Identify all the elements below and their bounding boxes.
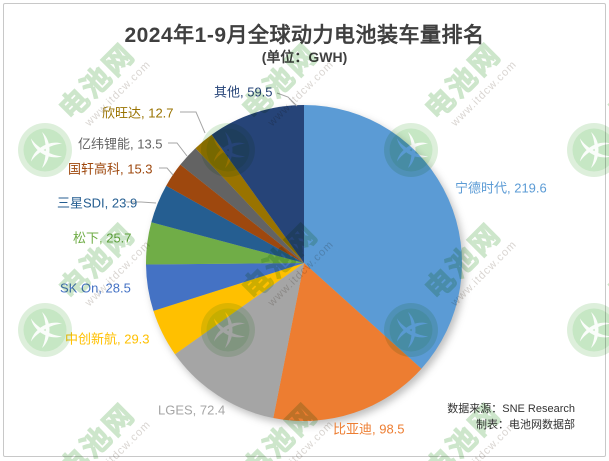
source-line-1: 数据来源：SNE Research	[447, 403, 575, 415]
pie-slice-label: SK On, 28.5	[60, 280, 131, 296]
leader-line	[159, 167, 174, 176]
leader-line	[276, 92, 298, 107]
pie-slice-label: LGES, 72.4	[158, 402, 226, 418]
pie-slice-label: 三星SDI, 23.9	[57, 195, 138, 211]
pie-slice-label: 中创新航, 29.3	[65, 331, 150, 347]
leader-line	[180, 111, 206, 134]
source-note: 数据来源：SNE Research 制表：电池网数据部	[447, 401, 575, 433]
pie-slice-label: 其他, 59.5	[214, 84, 273, 100]
pie-slice-label: 比亚迪, 98.5	[333, 421, 405, 437]
pie-slice-label: 宁德时代, 219.6	[455, 180, 547, 196]
pie-slice-label: 松下, 25.7	[73, 230, 132, 246]
pie-slices-group	[146, 105, 462, 422]
pie-slice-label: 欣旺达, 12.7	[102, 105, 174, 121]
leader-line	[168, 142, 188, 157]
pie-slice-label: 国轩高科, 15.3	[68, 161, 153, 177]
pie-slice-label: 亿纬锂能, 13.5	[78, 136, 163, 152]
source-line-2: 制表：电池网数据部	[476, 419, 575, 431]
